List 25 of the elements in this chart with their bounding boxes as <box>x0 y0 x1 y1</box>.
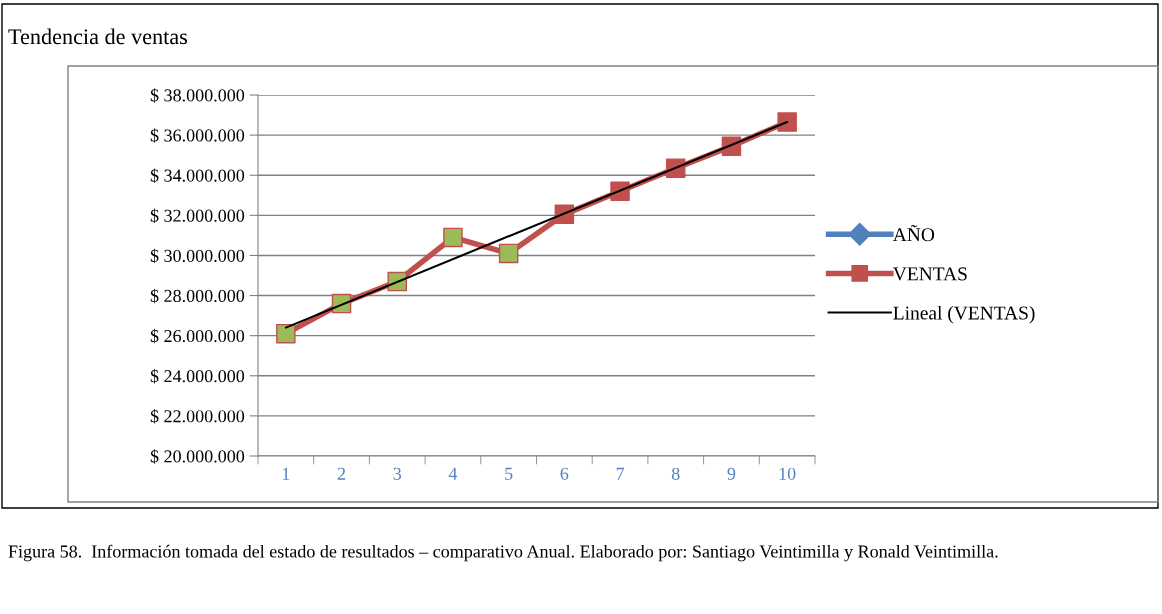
x-tick-label: 5 <box>505 467 513 480</box>
legend-label: VENTAS <box>893 267 967 281</box>
y-tick-label: $ 28.000.000 <box>150 288 245 304</box>
x-tick-label: 1 <box>282 467 290 480</box>
y-tick-label: $ 26.000.000 <box>150 328 245 344</box>
y-tick-label: $ 20.000.000 <box>150 449 245 464</box>
y-tick-label: $ 30.000.000 <box>150 248 245 264</box>
x-tick-label: 2 <box>337 467 346 480</box>
x-tick-label: 6 <box>560 467 569 480</box>
chart-title: Tendencia de ventas <box>8 28 188 45</box>
x-tick-label: 8 <box>671 467 680 480</box>
text: Figura 58. Información tomada del estado de resultados – comparativo Anual. Elaborado por: Santiago Veintimilla y Ronald Veintimilla. <box>8 544 998 562</box>
y-tick-label: $ 24.000.000 <box>150 368 245 384</box>
y-tick-label: $ 22.000.000 <box>150 409 245 424</box>
x-tick-label: 9 <box>727 467 736 480</box>
y-tick-label: $ 32.000.000 <box>150 208 245 223</box>
y-tick-label: $ 34.000.000 <box>150 168 245 183</box>
x-tick-label: 10 <box>779 467 796 480</box>
y-tick-label: $ 36.000.000 <box>150 128 245 143</box>
x-tick-label: 3 <box>393 467 402 480</box>
x-tick-label: 4 <box>448 467 458 480</box>
y-tick-label: $ 38.000.000 <box>150 88 245 103</box>
legend-label: AÑO <box>892 224 935 242</box>
legend-label: Lineal (VENTAS) <box>893 305 1035 324</box>
x-tick-label: 7 <box>616 467 625 480</box>
